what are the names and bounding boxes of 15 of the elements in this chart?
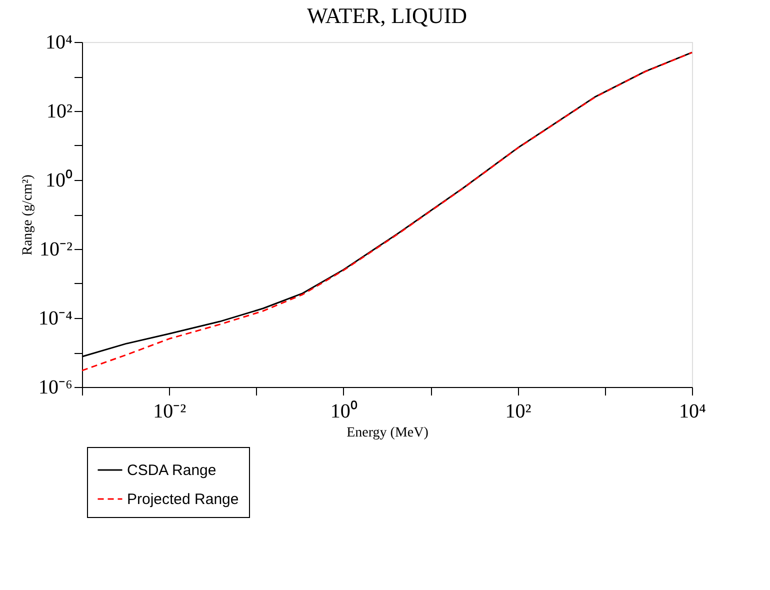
- y-tick-label: 10⁴: [46, 32, 73, 54]
- y-tick-label: 10²: [46, 100, 72, 122]
- y-tick-label: 10⁻⁶: [38, 376, 73, 398]
- legend-label: Projected Range: [127, 491, 239, 508]
- y-tick-label: 10⁰: [46, 168, 72, 192]
- y-tick-label: 10⁻²: [40, 238, 72, 260]
- y-tick-label: 10⁻⁴: [38, 308, 73, 330]
- x-tick-label: 10⁴: [679, 400, 706, 422]
- x-axis-title: Energy (MeV): [346, 426, 429, 440]
- chart-title: WATER, LIQUID: [306, 3, 468, 28]
- y-axis-title: Range (g/cm²): [20, 174, 36, 256]
- x-tick-label: 10⁰: [330, 400, 358, 422]
- x-tick-label: 10⁻²: [153, 400, 186, 422]
- x-tick-label: 10²: [505, 400, 532, 422]
- legend-label: CSDA Range: [127, 462, 216, 479]
